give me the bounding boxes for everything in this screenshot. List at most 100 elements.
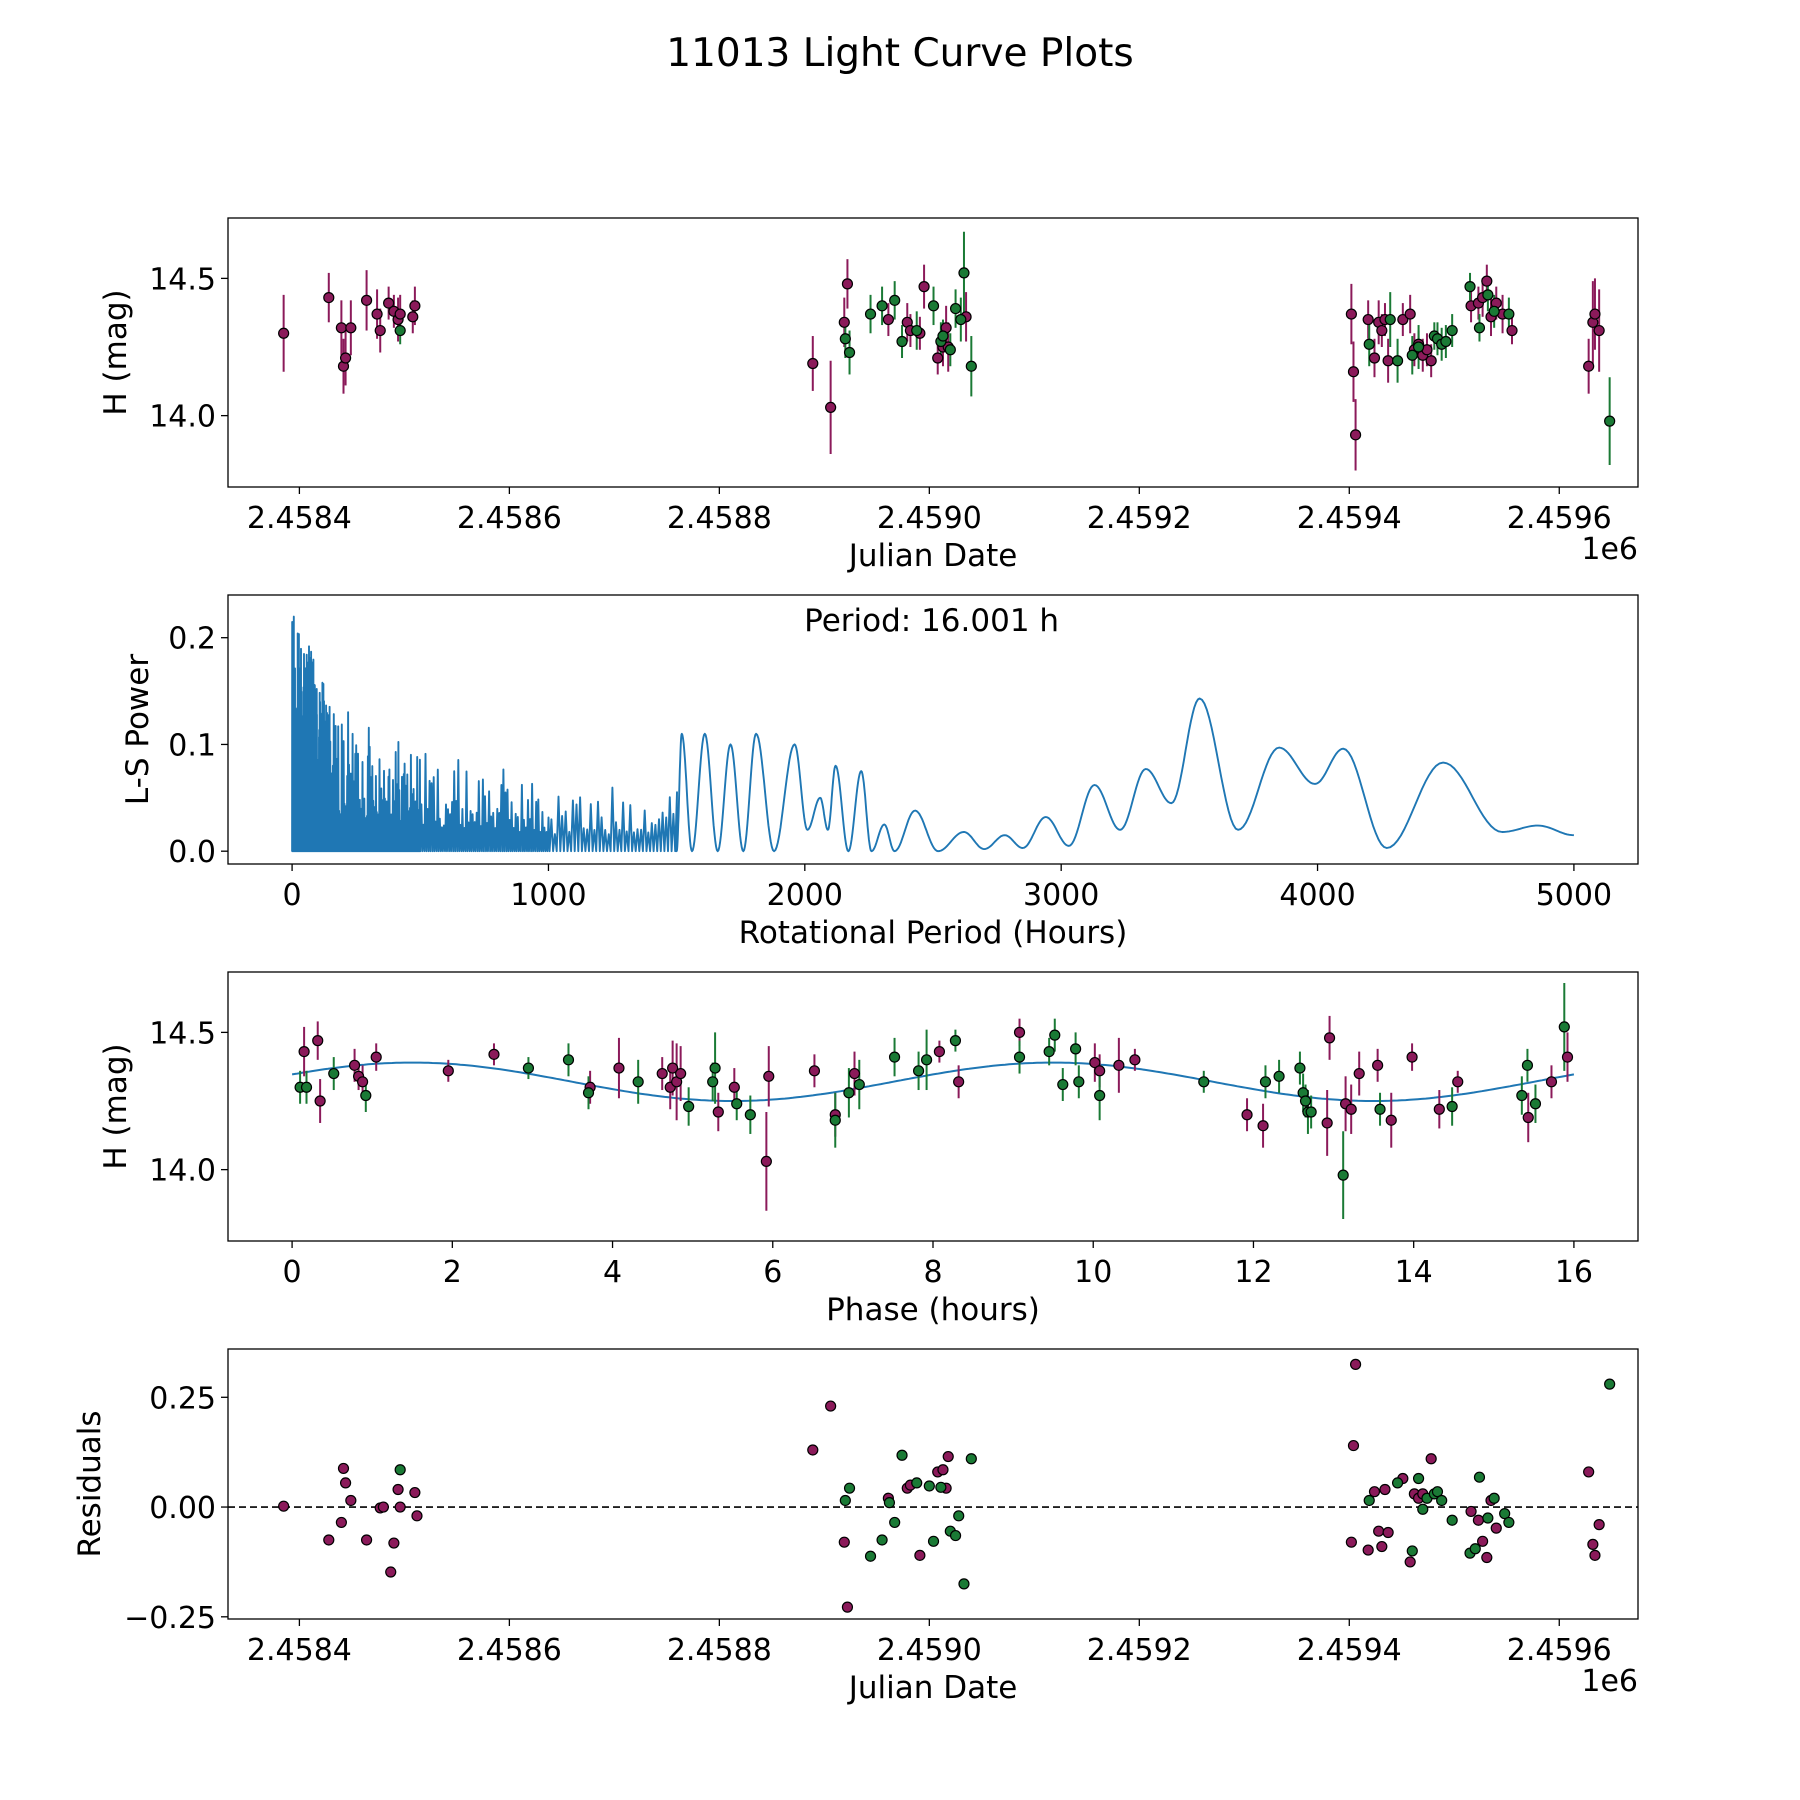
data-point [1129, 1054, 1141, 1066]
data-point [731, 1098, 743, 1110]
data-point [843, 346, 856, 359]
data-point [896, 1449, 908, 1461]
data-point [1417, 1503, 1429, 1515]
data-point [920, 1054, 933, 1066]
data-point [728, 1081, 740, 1093]
axes-frame [227, 217, 1639, 488]
x-tick-label: 2 [443, 1255, 462, 1290]
data-point [675, 1067, 687, 1080]
x-tick-label: 2.4584 [247, 501, 352, 536]
data-point [1345, 1103, 1357, 1115]
data-point [1522, 1111, 1534, 1124]
data-point [1070, 1043, 1082, 1055]
data-point [949, 302, 962, 315]
data-point [937, 330, 949, 342]
data-point [1305, 1106, 1317, 1118]
y-tick-label: 0.25 [149, 1381, 216, 1416]
data-point [388, 1537, 400, 1549]
data-point [807, 357, 819, 370]
data-point [848, 1067, 861, 1080]
data-point [314, 1095, 326, 1107]
data-point [1073, 1076, 1085, 1088]
data-point [1488, 1492, 1500, 1504]
data-point [298, 1046, 310, 1058]
data-point [1353, 1067, 1365, 1080]
x-tick-label: 2.4586 [457, 501, 562, 536]
data-point [360, 294, 373, 306]
x-tick-label: 8 [923, 1255, 942, 1290]
data-point [407, 311, 419, 323]
data-point [744, 1109, 756, 1121]
data-point [918, 281, 930, 293]
data-point [1503, 308, 1515, 320]
y-tick-label: 14.5 [149, 1016, 216, 1051]
data-point [1589, 1549, 1601, 1561]
data-point [1412, 341, 1425, 353]
data-point [323, 292, 335, 304]
plot-area-residuals [228, 1358, 1638, 1613]
y-tick-label: 14.0 [149, 1154, 216, 1189]
data-point [1368, 352, 1381, 364]
x-axis-label: Julian Date [847, 1670, 1018, 1706]
data-point [1094, 1065, 1106, 1077]
figure-title: 11013 Light Curve Plots [666, 31, 1133, 76]
data-point [709, 1062, 721, 1074]
data-point [1259, 1076, 1272, 1088]
data-point [1516, 1089, 1528, 1102]
data-point [1384, 313, 1396, 326]
data-point [1440, 335, 1452, 348]
data-point [1604, 415, 1616, 427]
axes-lightcurve: 2.4584 2.4586 2.4588 2.4590 2.4592 2.4594 2.45… [98, 217, 1639, 574]
data-point [1323, 1032, 1336, 1044]
data-point [1503, 1516, 1515, 1529]
data-point [949, 1529, 962, 1542]
x-tick-label: 6 [763, 1255, 782, 1290]
data-point [371, 308, 383, 320]
data-point [1057, 1078, 1069, 1091]
data-point [1376, 1540, 1388, 1553]
data-point [613, 1062, 625, 1074]
data-point [356, 1076, 369, 1088]
x-tick-label: 2.4594 [1297, 501, 1402, 536]
data-point [825, 401, 837, 413]
data-point [394, 324, 406, 337]
data-point [409, 1486, 421, 1499]
data-point [1347, 366, 1360, 378]
x-tick-label: 2.4586 [457, 1633, 562, 1668]
data-point [1477, 1535, 1489, 1547]
data-point [1593, 1519, 1605, 1531]
data-point [1482, 1512, 1494, 1524]
data-point [1446, 1514, 1458, 1526]
data-point [1469, 1543, 1481, 1555]
data-point [383, 297, 395, 309]
data-point [955, 313, 967, 326]
x-tick-label: 2.4596 [1507, 1633, 1612, 1668]
data-point [864, 1550, 877, 1562]
data-point [1545, 1076, 1558, 1088]
data-point [1404, 308, 1416, 320]
data-point [896, 335, 908, 348]
x-tick-label: 0 [283, 1255, 302, 1290]
data-point [712, 1106, 724, 1118]
data-point [1345, 1536, 1357, 1548]
fit-curve [291, 1061, 1575, 1102]
data-point [1499, 1508, 1511, 1520]
y-tick-label: 0.2 [168, 622, 216, 657]
data-point [312, 1035, 324, 1047]
data-point [882, 313, 894, 326]
data-point [1589, 308, 1601, 320]
x-tick-label: 4000 [1279, 878, 1355, 913]
data-point [933, 1046, 946, 1058]
data-point [1368, 1486, 1381, 1498]
x-tick-label: 2.4594 [1297, 1633, 1402, 1668]
x-tick-label: 2.4592 [1087, 1633, 1192, 1668]
data-point [808, 1065, 821, 1077]
data-point [394, 1464, 406, 1476]
axes-periodogram: 0 1000 2000 3000 4000 5000 0.0 0.1 0.2 Rotational… [120, 594, 1639, 951]
data-point [1431, 1486, 1444, 1498]
data-point [1506, 324, 1518, 337]
data-point [1436, 1494, 1448, 1507]
data-point [1481, 275, 1493, 287]
data-point [1473, 1471, 1486, 1483]
x-tick-label: 14 [1395, 1255, 1433, 1290]
